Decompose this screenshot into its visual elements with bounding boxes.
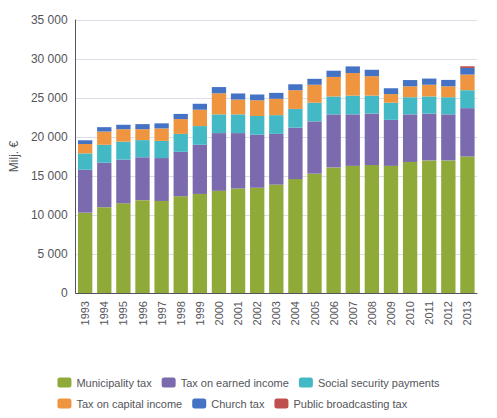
svg-text:2012: 2012 bbox=[442, 301, 454, 325]
svg-text:1996: 1996 bbox=[137, 301, 149, 325]
svg-text:0: 0 bbox=[61, 286, 68, 300]
svg-text:1993: 1993 bbox=[79, 301, 91, 325]
svg-text:20 000: 20 000 bbox=[31, 130, 68, 144]
svg-text:1995: 1995 bbox=[117, 301, 129, 325]
svg-text:30 000: 30 000 bbox=[31, 52, 68, 66]
svg-text:25 000: 25 000 bbox=[31, 91, 68, 105]
svg-text:35 000: 35 000 bbox=[31, 13, 68, 27]
svg-text:5 000: 5 000 bbox=[38, 247, 68, 261]
svg-text:15 000: 15 000 bbox=[31, 169, 68, 183]
svg-text:10 000: 10 000 bbox=[31, 208, 68, 222]
svg-text:1998: 1998 bbox=[175, 301, 187, 325]
svg-text:2010: 2010 bbox=[404, 301, 416, 325]
svg-text:Church tax: Church tax bbox=[211, 398, 265, 410]
svg-text:Social security payments: Social security payments bbox=[318, 377, 440, 389]
svg-text:1994: 1994 bbox=[98, 301, 110, 325]
svg-text:Public broadcasting tax: Public broadcasting tax bbox=[293, 398, 407, 410]
svg-text:Tax on capital income: Tax on capital income bbox=[76, 398, 182, 410]
svg-text:2009: 2009 bbox=[385, 301, 397, 325]
svg-text:2013: 2013 bbox=[461, 301, 473, 325]
svg-text:2003: 2003 bbox=[270, 301, 282, 325]
svg-text:2008: 2008 bbox=[366, 301, 378, 325]
svg-text:Municipality tax: Municipality tax bbox=[76, 377, 152, 389]
svg-text:2011: 2011 bbox=[423, 301, 435, 325]
svg-text:2004: 2004 bbox=[289, 301, 301, 325]
svg-text:2002: 2002 bbox=[251, 301, 263, 325]
svg-text:1999: 1999 bbox=[194, 301, 206, 325]
svg-text:2007: 2007 bbox=[347, 301, 359, 325]
svg-text:2000: 2000 bbox=[213, 301, 225, 325]
svg-text:1997: 1997 bbox=[156, 301, 168, 325]
svg-text:2006: 2006 bbox=[328, 301, 340, 325]
svg-text:2005: 2005 bbox=[309, 301, 321, 325]
svg-text:Milj. €: Milj. € bbox=[7, 141, 21, 173]
svg-text:Tax on earned income: Tax on earned income bbox=[181, 377, 289, 389]
svg-text:2001: 2001 bbox=[232, 301, 244, 325]
